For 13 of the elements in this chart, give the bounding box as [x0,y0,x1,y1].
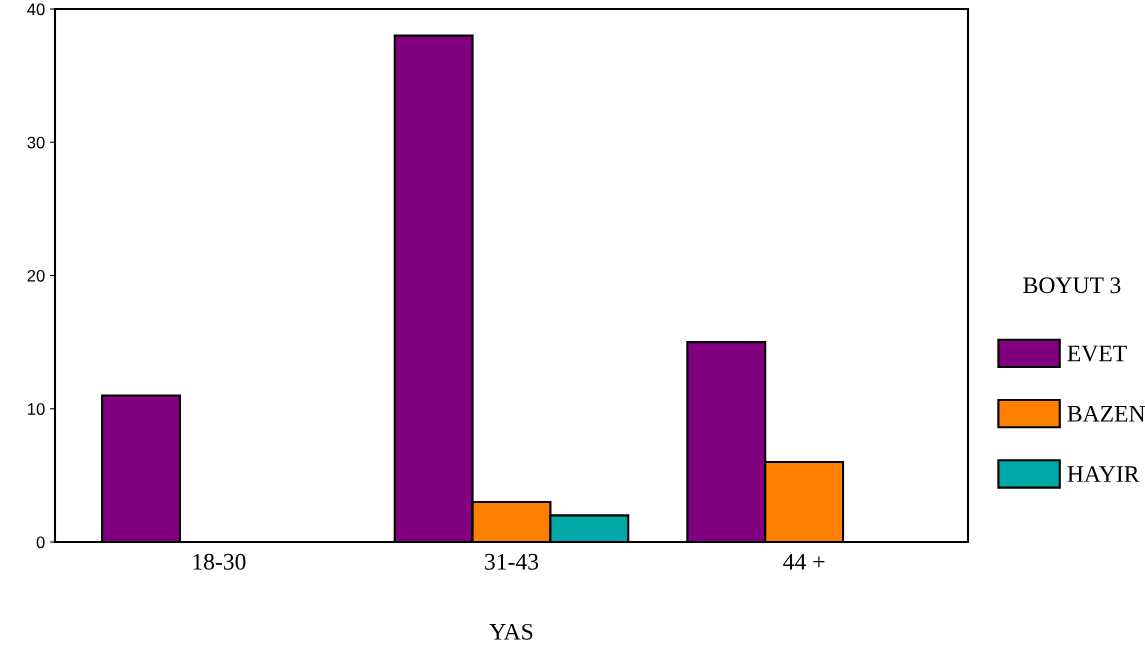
legend-title: BOYUT 3 [1023,277,1121,294]
x-axis-title: YAS [489,623,533,640]
x-tick-label: 18-30 [193,553,246,570]
y-tick-label: 20 [27,269,45,282]
y-tick-label: 30 [27,136,45,149]
x-tick-label: 31-43 [485,553,539,570]
y-tick-label: 10 [28,403,45,415]
y-tick-label: 0 [36,536,45,549]
legend-label: HAYIR [1067,466,1140,482]
y-tick-label: 40 [27,3,45,16]
legend-label: BAZEN [1067,405,1145,422]
legend-label: EVET [1067,345,1127,362]
x-tick-label: 44 + [783,553,825,570]
